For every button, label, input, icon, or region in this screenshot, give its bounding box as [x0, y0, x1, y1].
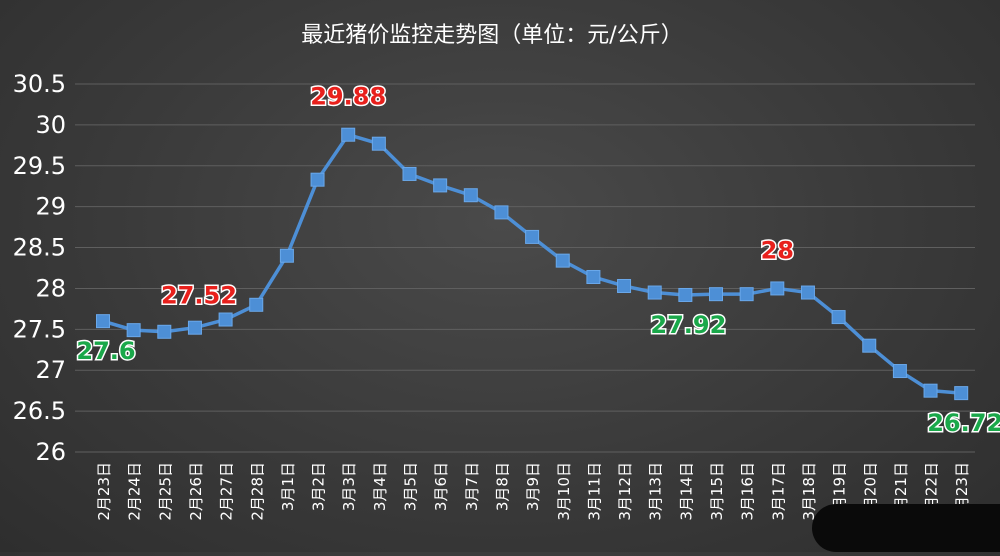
data-point-marker: [555, 253, 570, 268]
data-point-marker: [433, 178, 448, 193]
y-tick-label: 28.5: [13, 234, 66, 262]
x-tick-label: 3月2日: [310, 462, 328, 511]
data-point-marker: [862, 338, 877, 353]
x-tick-label: 3月9日: [524, 462, 542, 511]
data-point-marker: [770, 281, 785, 296]
x-tick-label: 3月1日: [279, 462, 297, 511]
x-tick-label: 3月11日: [585, 462, 603, 521]
x-tick-label: 3月10日: [555, 462, 573, 521]
chart-title: 最近猪价监控走势图（单位：元/公斤）: [301, 23, 682, 48]
data-label: 26.72: [927, 409, 1000, 437]
data-point-marker: [678, 287, 693, 302]
y-tick-label: 29: [35, 193, 66, 221]
data-point-marker: [617, 278, 632, 293]
x-tick-label: 3月8日: [493, 462, 511, 511]
x-tick-label: 3月3日: [340, 462, 358, 511]
x-tick-label: 3月7日: [463, 462, 481, 511]
x-tick-label: 3月12日: [616, 462, 634, 521]
x-tick-label: 3月6日: [432, 462, 450, 511]
x-tick-label: 3月16日: [739, 462, 757, 521]
data-point-marker: [463, 188, 478, 203]
data-label: 27.52: [161, 282, 237, 310]
series-polyline: [102, 132, 962, 395]
data-point-marker: [218, 312, 233, 327]
gridlines: [75, 83, 975, 453]
y-tick-label: 30: [35, 111, 66, 139]
x-tick-label: 2月28日: [248, 462, 266, 521]
y-tick-label: 27: [35, 356, 66, 384]
x-tick-label: 3月5日: [402, 462, 420, 511]
data-point-marker: [341, 127, 356, 142]
data-point-marker: [831, 310, 846, 325]
x-tick-label: 3月14日: [677, 462, 695, 521]
data-point-marker: [954, 386, 969, 401]
y-tick-label: 26.5: [13, 397, 66, 425]
data-point-marker: [310, 172, 325, 187]
y-tick-label: 29.5: [13, 152, 66, 180]
data-point-marker: [709, 287, 723, 302]
y-tick-label: 26: [35, 438, 66, 466]
data-point-marker: [126, 323, 141, 338]
y-tick-label: 30.5: [13, 70, 66, 98]
x-tick-label: 3月13日: [647, 462, 665, 521]
x-tick-label: 3月18日: [800, 462, 818, 521]
x-tick-label: 2月23日: [95, 462, 113, 521]
data-label: 29.88: [310, 83, 386, 111]
data-point-marker: [402, 166, 417, 181]
data-labels: 27.6 27.52 29.88 27.92 28 26.72: [75, 81, 1000, 438]
x-axis-ticks: 2月23日 2月24日 2月25日 2月26日 2月27日 2月28日 3月1日 3月2日 3月…: [95, 462, 971, 521]
redaction-block: [812, 504, 1000, 552]
y-tick-label: 28: [35, 274, 66, 302]
data-point-marker: [249, 297, 264, 312]
series-markers: [96, 127, 969, 401]
data-point-marker: [96, 314, 110, 329]
data-point-marker: [371, 136, 386, 151]
data-point-marker: [525, 229, 540, 244]
x-tick-label: 2月25日: [156, 462, 174, 521]
data-label: 27.6: [76, 337, 135, 365]
data-point-marker: [923, 383, 938, 398]
data-point-marker: [494, 205, 509, 220]
data-point-marker: [739, 287, 754, 302]
x-tick-label: 2月27日: [218, 462, 236, 521]
data-point-marker: [187, 320, 202, 335]
data-point-marker: [800, 285, 815, 300]
series-line: [102, 132, 962, 395]
x-tick-label: 3月15日: [708, 462, 726, 521]
y-axis-ticks: 26 26.5 27 27.5 28 28.5 29 29.5 30 30.5: [13, 70, 66, 466]
data-point-marker: [586, 269, 601, 284]
data-label: 27.92: [650, 311, 726, 339]
x-tick-label: 2月24日: [126, 462, 144, 521]
data-point-marker: [157, 324, 172, 339]
data-point-marker: [647, 285, 662, 300]
data-point-marker: [892, 364, 907, 379]
data-label: 28: [761, 236, 794, 264]
x-tick-label: 3月17日: [769, 462, 787, 521]
x-tick-label: 3月4日: [371, 462, 389, 511]
y-tick-label: 27.5: [13, 315, 66, 343]
data-point-marker: [279, 248, 294, 263]
x-tick-label: 2月26日: [187, 462, 205, 521]
